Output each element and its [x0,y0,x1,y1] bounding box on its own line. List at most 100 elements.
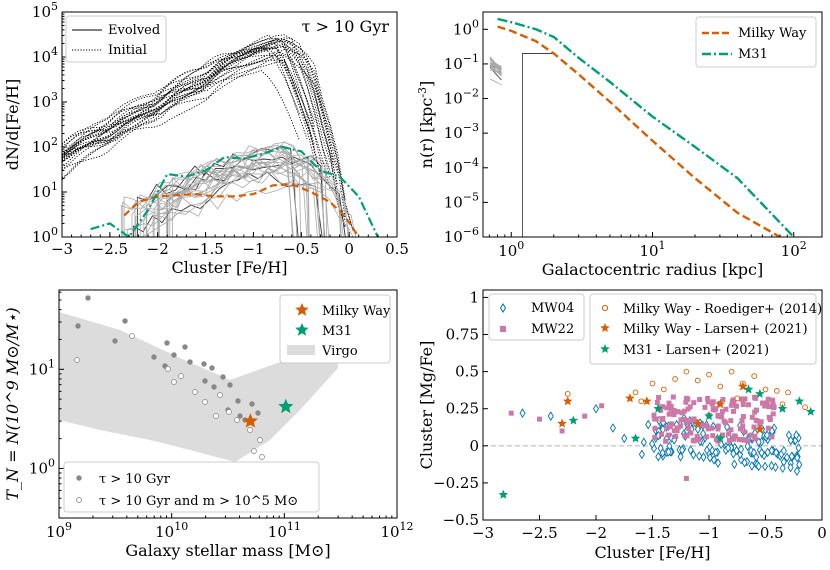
y-axis-label: dN/d[Fe/H] [3,79,22,170]
mw04-point [725,443,732,453]
mw22-point [739,418,745,424]
larsen-m31-star [777,403,788,413]
m31-star [278,398,294,414]
y-tick-label: 104 [32,45,58,66]
mw22-point [582,413,588,419]
mw04-point [741,457,748,468]
mw22-point [537,416,542,422]
y-tick-label: 10−2 [444,87,479,108]
mw22-point [758,419,764,425]
mw04-point [768,460,775,471]
mw04-point [519,408,526,419]
panel-metallicity-distribution: −3 −2.5 −2 −1.5 −1 −0.5 0 0.5 100 101 102 103 104 105… [3,0,409,277]
mw22-point [729,402,735,408]
mw04-point [712,447,719,458]
mw22-point [666,411,672,417]
mw22-point [770,397,776,403]
legend-box [63,461,320,513]
initial-curve [61,39,346,201]
legend-mw04-marker [499,303,507,313]
filled-point [202,378,208,384]
mw22-point [656,394,662,400]
x-tick-label: 0 [344,240,354,258]
mw22-point [664,425,670,431]
mw22-point [687,404,693,410]
mw04-point [696,451,703,461]
x-tick-label: 109 [46,520,72,541]
evolved-curve [153,150,321,238]
y-tick-label: −0.25 [433,474,479,492]
mw04-point [679,445,686,455]
larsen-m31-star [755,388,765,398]
initial-curve [61,40,346,219]
mw04-point [787,462,794,473]
mw04-point [706,452,713,463]
panel-specific-frequency: 109 1010 1011 1012 100 101 Galaxy stellar mass… [3,289,414,560]
roediger-point [717,383,724,390]
open-point [259,454,265,460]
age-annotation: τ > 10 Gyr [302,17,390,36]
mw22-point [659,431,665,437]
mw22-point [752,395,758,401]
mw22-point [670,394,676,400]
x-tick-label: 0 [817,524,827,542]
mw22-point [770,401,776,407]
mw22-point [709,425,715,431]
y-tick-label: 10−4 [444,156,479,177]
mw22-point [737,426,743,432]
initial-curve [61,38,346,222]
mw22-point [728,427,734,433]
y-tick-label: 101 [29,357,55,378]
mw22-point [715,413,721,419]
mw22-point [669,421,675,427]
mw04-point [793,466,800,476]
mw04-point [779,463,786,474]
filled-point [151,354,157,360]
legend-box [589,293,817,365]
larsen-mw-star [642,396,652,406]
mw22-point [740,401,746,407]
mw22-point [765,425,771,431]
initial-curve [61,34,331,162]
x-tick-label: 1011 [268,520,301,541]
open-point [234,417,240,423]
mw22-point [679,410,685,416]
legend-m31: M31 [738,47,768,62]
x-axis-label: Cluster [Fe/H] [594,543,710,562]
mw04-point [788,451,795,462]
mw22-point [745,402,751,408]
mw04-points [519,403,803,476]
legend-m31-marker [295,323,309,336]
filled-point [249,401,255,407]
x-tick-label: −2 [147,240,169,258]
mw22-point [728,418,734,424]
evolved-curve [140,177,318,238]
mw04-point [621,433,628,444]
sim-profile [489,65,502,77]
larsen-mw-star [625,393,635,403]
open-point [165,366,171,372]
mw04-point [655,451,662,462]
roediger-point [672,376,678,382]
x-tick-label: 100 [498,239,524,260]
mw22-point [674,425,680,431]
evolved-curves [120,140,357,238]
mw04-point [763,430,771,441]
initial-curve [61,45,331,171]
y-tick-label: 10−5 [444,190,479,211]
mw22-point [765,396,771,402]
roediger-point [660,386,667,393]
filled-point [85,295,91,301]
initial-curve [61,34,308,160]
mw04-point [706,441,713,452]
filled-point [75,323,81,329]
filled-point [171,352,177,358]
mw22-point [664,405,670,411]
mw22-point [740,397,746,403]
mw22-point [667,424,673,430]
mw22-point [710,433,716,439]
initial-curve [61,47,316,155]
x-tick-label: −2 [585,524,607,542]
mw04-point [773,447,780,458]
legend-larsen-mw-marker [600,323,610,332]
